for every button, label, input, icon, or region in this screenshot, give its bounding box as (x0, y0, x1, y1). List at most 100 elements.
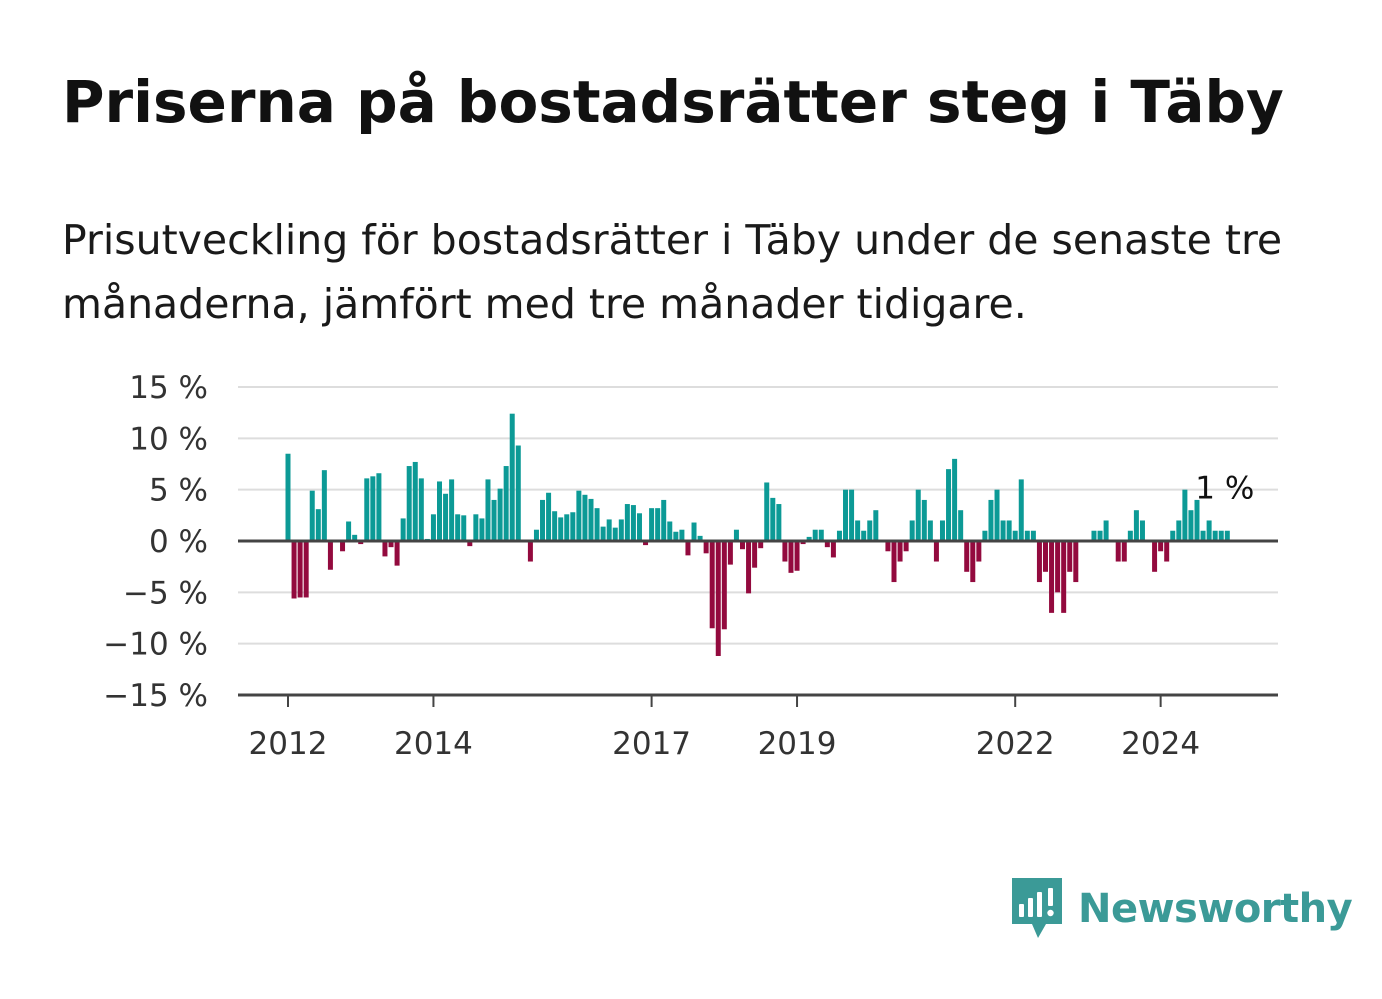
bar (394, 541, 400, 566)
bar (370, 476, 376, 541)
bar (1164, 541, 1170, 562)
bar (818, 529, 824, 541)
x-tick-label: 2024 (1121, 726, 1200, 762)
bar (1061, 541, 1067, 613)
bar (1103, 520, 1109, 541)
bar (1182, 489, 1188, 541)
axes (238, 539, 1278, 707)
bar (727, 541, 733, 565)
bar (1018, 479, 1024, 541)
bar (1152, 541, 1158, 572)
bar (1170, 530, 1176, 541)
bar (443, 493, 449, 541)
bar (321, 470, 327, 541)
bar (340, 541, 346, 552)
bar (412, 461, 418, 541)
bar (358, 541, 364, 545)
bar (485, 479, 491, 541)
bar (1115, 541, 1121, 562)
bar (1176, 520, 1182, 541)
bar (812, 529, 818, 541)
bar (770, 497, 776, 541)
bar (636, 513, 642, 541)
bar (927, 520, 933, 541)
bar (939, 520, 945, 541)
bar (406, 466, 412, 541)
bar (746, 541, 752, 594)
bar (903, 541, 909, 552)
bars (285, 413, 1230, 656)
bar (461, 515, 467, 541)
newsworthy-logo-icon (1012, 878, 1062, 938)
bar (327, 541, 333, 570)
bar (606, 519, 612, 541)
bar (515, 445, 521, 541)
bar (649, 508, 655, 541)
x-axis-labels: 2012 2014 2017 2019 2022 2024 (249, 726, 1201, 762)
bar (933, 541, 939, 562)
bar (376, 473, 382, 541)
bar (1067, 541, 1073, 572)
bar (576, 490, 582, 541)
bar (885, 541, 891, 552)
bar (691, 522, 697, 541)
x-tick-label: 2019 (758, 726, 837, 762)
bar (667, 521, 673, 541)
bar (630, 505, 636, 541)
bar (824, 541, 830, 548)
bar (1133, 510, 1139, 541)
bar (1073, 541, 1079, 583)
bar (473, 514, 479, 541)
bar (861, 530, 867, 541)
bar (1036, 541, 1042, 583)
bar (843, 489, 849, 541)
bar (1158, 541, 1164, 552)
bar (1200, 530, 1206, 541)
bar (776, 504, 782, 541)
bar (794, 541, 800, 571)
bar (758, 541, 764, 549)
bar (921, 499, 927, 541)
bar (970, 541, 976, 583)
bar (309, 490, 315, 541)
bar (400, 518, 406, 541)
bar (570, 512, 576, 541)
page-title: Priserna på bostadsrätter steg i Täby (62, 68, 1284, 136)
y-tick-label: 5 % (149, 473, 208, 509)
bar (564, 514, 570, 541)
bar (497, 488, 503, 541)
bar (679, 529, 685, 541)
bar (849, 489, 855, 541)
bar (915, 489, 921, 541)
bar (673, 531, 679, 541)
bar (558, 517, 564, 541)
bar (1043, 541, 1048, 572)
bar (976, 541, 982, 562)
x-tick-label: 2022 (976, 726, 1055, 762)
bar (503, 466, 509, 541)
bar (1091, 530, 1097, 541)
y-tick-label: 0 % (149, 524, 208, 560)
bar (382, 541, 388, 557)
bar (715, 541, 721, 656)
bar (388, 541, 394, 548)
bar (612, 527, 618, 541)
y-tick-label: 10 % (129, 421, 208, 457)
bar (303, 541, 309, 598)
bar (994, 489, 1000, 541)
bar (909, 520, 915, 541)
bar (740, 541, 745, 550)
bar (752, 541, 758, 568)
bar (364, 478, 370, 541)
bar (594, 508, 600, 541)
y-tick-label: −10 % (103, 627, 208, 663)
bar (836, 530, 842, 541)
x-tick-label: 2012 (249, 726, 328, 762)
bar (855, 520, 861, 541)
bar (352, 534, 358, 541)
page-subtitle: Prisutveckling för bostadsrätter i Täby … (62, 216, 1283, 328)
bar (533, 529, 539, 541)
bar (509, 413, 515, 541)
bar (655, 508, 661, 541)
bar (897, 541, 903, 562)
